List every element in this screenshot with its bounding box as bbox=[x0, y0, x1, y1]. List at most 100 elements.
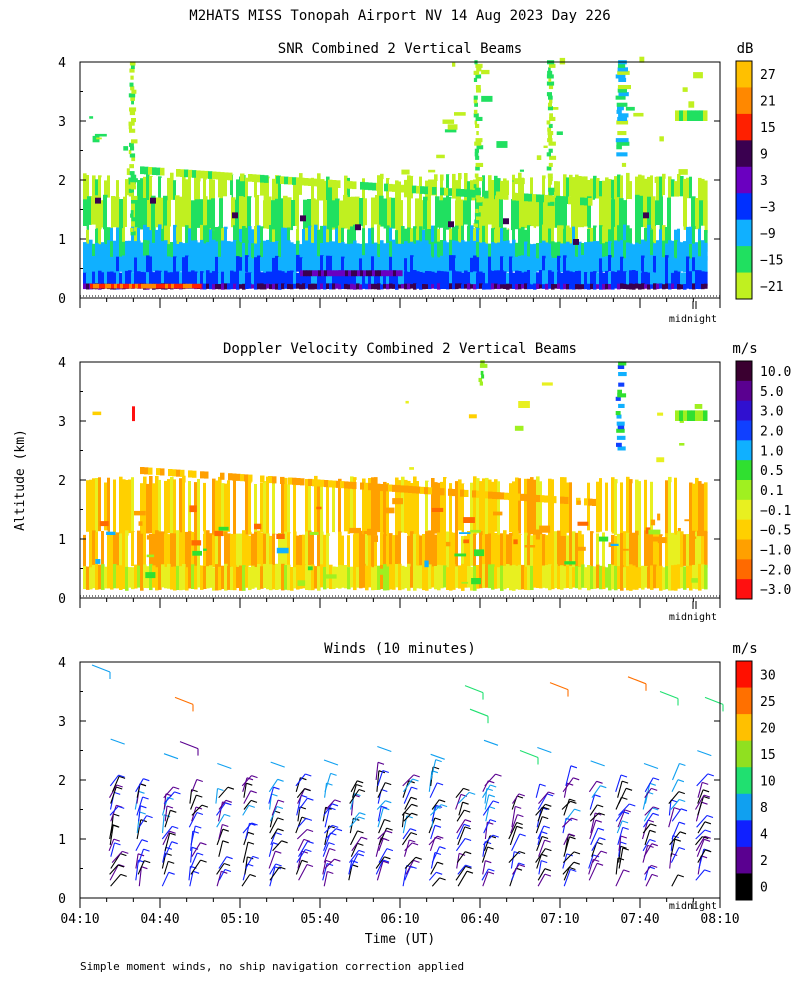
snr-cell bbox=[416, 283, 420, 289]
wind-barb bbox=[272, 840, 283, 852]
snr-cell bbox=[209, 283, 213, 290]
doppler-cell bbox=[224, 483, 228, 532]
snr-cell bbox=[371, 256, 375, 275]
snr-cell bbox=[368, 182, 373, 191]
snr-cell bbox=[542, 224, 546, 256]
doppler-cell bbox=[260, 475, 265, 483]
doppler-cell bbox=[620, 565, 624, 591]
wind-barb bbox=[563, 867, 570, 881]
snr-cell bbox=[616, 141, 630, 146]
snr-cell bbox=[399, 270, 403, 277]
doppler-cell bbox=[428, 530, 432, 571]
doppler-cell bbox=[302, 479, 306, 533]
wind-barb bbox=[510, 814, 518, 834]
snr-cell bbox=[616, 120, 629, 125]
wind-barb-flag bbox=[201, 804, 209, 808]
snr-cell bbox=[295, 199, 300, 233]
wind-barb-flag bbox=[226, 856, 233, 860]
doppler-cell bbox=[170, 477, 174, 536]
snr-cell bbox=[497, 242, 501, 262]
wind-barb bbox=[377, 745, 392, 753]
doppler-colorbar: 10.05.03.02.01.00.50.1−0.1−0.5−1.0−2.0−3… bbox=[735, 360, 791, 600]
snr-cell bbox=[203, 283, 207, 290]
snr-cell bbox=[321, 270, 325, 277]
doppler-cell bbox=[383, 534, 387, 569]
snr-cell bbox=[92, 224, 96, 254]
snr-cell bbox=[419, 226, 423, 256]
snr-cell bbox=[566, 270, 570, 286]
wind-barb bbox=[697, 789, 704, 804]
snr-cell bbox=[479, 242, 483, 261]
snr-cell bbox=[209, 255, 213, 275]
doppler-cell bbox=[677, 477, 681, 538]
doppler-cell bbox=[407, 563, 411, 591]
doppler-cell bbox=[695, 410, 700, 421]
snr-cell bbox=[130, 64, 135, 69]
snr-cell bbox=[302, 283, 306, 290]
doppler-cell bbox=[161, 564, 165, 588]
doppler-cell bbox=[335, 566, 339, 588]
doppler-cell bbox=[214, 530, 224, 537]
snr-cell bbox=[89, 239, 93, 262]
snr-cell bbox=[482, 225, 486, 256]
snr-cell bbox=[356, 283, 360, 290]
wind-barb-flag bbox=[620, 845, 627, 849]
wind-barb bbox=[644, 830, 651, 846]
doppler-cell bbox=[272, 476, 277, 484]
snr-cell bbox=[196, 170, 201, 179]
doppler-cell bbox=[569, 482, 573, 537]
doppler-cell bbox=[95, 532, 99, 568]
snr-cell bbox=[165, 283, 169, 289]
snr-cell bbox=[677, 255, 681, 275]
snr-cell bbox=[404, 271, 408, 287]
doppler-cell bbox=[380, 532, 384, 571]
doppler-cell bbox=[659, 565, 663, 591]
doppler-cell bbox=[536, 476, 540, 534]
snr-cell bbox=[449, 255, 453, 272]
wind-barb bbox=[668, 799, 672, 816]
snr-cell bbox=[98, 224, 102, 254]
snr-cell bbox=[341, 283, 345, 289]
snr-cell bbox=[293, 243, 297, 262]
snr-midnight-label: midnight bbox=[669, 314, 717, 325]
snr-cell bbox=[245, 284, 249, 289]
snr-cell bbox=[130, 231, 136, 236]
doppler-cell bbox=[697, 530, 707, 537]
snr-cell bbox=[629, 283, 633, 290]
doppler-cell bbox=[455, 481, 459, 535]
wind-barb bbox=[697, 782, 703, 798]
snr-cell bbox=[638, 270, 642, 286]
doppler-cell bbox=[425, 531, 429, 572]
snr-cell bbox=[659, 257, 663, 275]
doppler-cell bbox=[131, 567, 135, 590]
snr-cell bbox=[318, 270, 322, 277]
doppler-cell bbox=[272, 564, 276, 590]
doppler-cell bbox=[440, 533, 444, 566]
doppler-cell bbox=[656, 566, 660, 589]
snr-cell bbox=[363, 270, 367, 277]
snr-cell bbox=[182, 257, 186, 273]
snr-cell bbox=[616, 109, 622, 114]
doppler-cell bbox=[644, 530, 648, 569]
snr-cell bbox=[326, 229, 330, 252]
snr-cell bbox=[327, 270, 331, 277]
wind-barb bbox=[190, 859, 202, 875]
snr-cell bbox=[546, 166, 552, 171]
wind-barb bbox=[618, 788, 627, 804]
wind-barb-flag bbox=[227, 786, 235, 790]
wind-barb-flag bbox=[224, 813, 231, 817]
doppler-cell bbox=[98, 531, 102, 566]
doppler-cell bbox=[629, 479, 633, 536]
snr-cell bbox=[362, 244, 366, 265]
snr-cell bbox=[197, 272, 201, 286]
snr-cell bbox=[359, 284, 363, 290]
doppler-cell bbox=[332, 532, 336, 572]
snr-cell bbox=[410, 270, 414, 286]
wind-barb-flag bbox=[566, 853, 573, 857]
doppler-cell bbox=[335, 483, 339, 533]
snr-cell bbox=[560, 272, 564, 286]
doppler-cell bbox=[410, 566, 414, 588]
snr-cell bbox=[153, 283, 157, 289]
snr-cell bbox=[509, 230, 513, 256]
snr-cell bbox=[341, 256, 345, 275]
